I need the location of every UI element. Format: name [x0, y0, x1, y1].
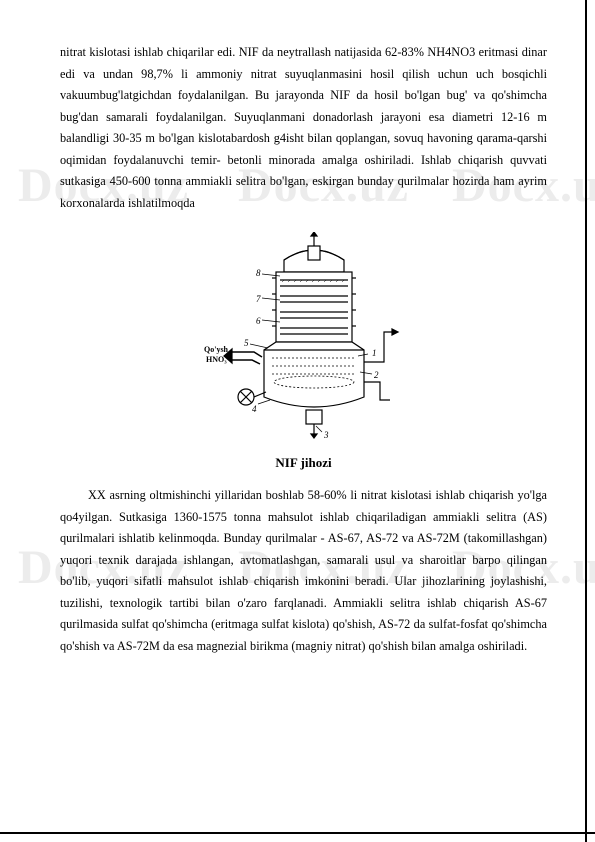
figure-container: 8 7 6 5 4 3 2 1 Qo'ysh HNO₃ NIF jihozi [60, 232, 547, 471]
diagram-label-1: 1 [372, 348, 377, 358]
paragraph-2: XX asrning oltmishinchi yillaridan boshl… [60, 485, 547, 657]
page-border-bottom [0, 832, 595, 834]
diagram-label-6: 6 [256, 316, 261, 326]
diagram-label-8: 8 [256, 268, 261, 278]
page-content: nitrat kislotasi ishlab chiqarilar edi. … [60, 42, 547, 657]
diagram-label-4: 4 [252, 404, 257, 414]
paragraph-1: nitrat kislotasi ishlab chiqarilar edi. … [60, 42, 547, 214]
diagram-label-2: 2 [374, 370, 379, 380]
diagram-label-3: 3 [323, 430, 329, 440]
diagram-label-left-2: HNO₃ [206, 355, 227, 364]
figure-caption: NIF jihozi [60, 455, 547, 471]
diagram-label-5: 5 [244, 338, 249, 348]
page-border-right [585, 0, 587, 842]
diagram-label-7: 7 [256, 294, 261, 304]
diagram-label-left: Qo'ysh [204, 345, 229, 354]
nif-device-diagram: 8 7 6 5 4 3 2 1 Qo'ysh HNO₃ [184, 232, 424, 442]
